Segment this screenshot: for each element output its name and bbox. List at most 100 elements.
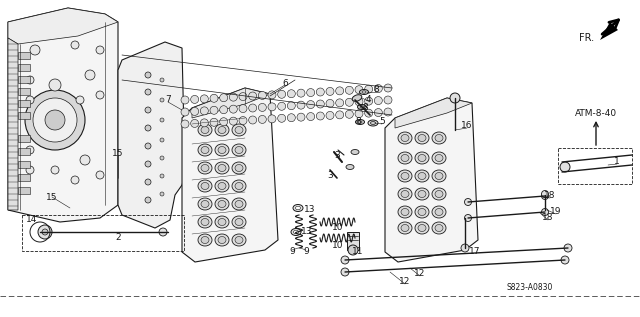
Circle shape	[200, 107, 209, 115]
Ellipse shape	[401, 209, 409, 216]
Polygon shape	[8, 8, 118, 222]
Text: 15: 15	[112, 148, 124, 158]
Ellipse shape	[401, 154, 409, 161]
Text: 7: 7	[165, 95, 171, 105]
Circle shape	[181, 108, 189, 116]
Ellipse shape	[418, 224, 426, 231]
Ellipse shape	[235, 218, 243, 225]
Text: 4: 4	[365, 95, 371, 105]
Circle shape	[384, 84, 392, 92]
Circle shape	[268, 91, 276, 99]
Circle shape	[239, 117, 247, 125]
Bar	[18, 88, 30, 95]
Ellipse shape	[418, 209, 426, 216]
Circle shape	[30, 45, 40, 55]
Circle shape	[159, 228, 167, 236]
Text: 9: 9	[289, 248, 295, 256]
Ellipse shape	[201, 200, 209, 208]
Ellipse shape	[218, 218, 226, 225]
Circle shape	[561, 256, 569, 264]
Ellipse shape	[198, 162, 212, 174]
Circle shape	[384, 96, 392, 104]
Ellipse shape	[435, 209, 443, 216]
Ellipse shape	[215, 162, 229, 174]
Circle shape	[355, 86, 363, 94]
Text: 13: 13	[301, 228, 313, 236]
Circle shape	[348, 245, 358, 255]
Bar	[18, 76, 30, 83]
Ellipse shape	[198, 144, 212, 156]
Circle shape	[355, 98, 363, 106]
Circle shape	[51, 166, 59, 174]
Bar	[18, 161, 30, 168]
Circle shape	[96, 171, 104, 179]
Circle shape	[26, 166, 34, 174]
Circle shape	[160, 156, 164, 160]
Circle shape	[461, 244, 469, 252]
Ellipse shape	[418, 191, 426, 197]
Circle shape	[341, 268, 349, 276]
Ellipse shape	[358, 105, 367, 109]
Ellipse shape	[215, 180, 229, 192]
Ellipse shape	[351, 150, 359, 154]
Ellipse shape	[215, 198, 229, 210]
Circle shape	[45, 110, 65, 130]
Circle shape	[335, 87, 344, 95]
Ellipse shape	[358, 121, 362, 123]
Circle shape	[249, 92, 257, 100]
Circle shape	[287, 90, 295, 98]
Circle shape	[541, 191, 548, 197]
Circle shape	[25, 90, 85, 150]
Circle shape	[365, 109, 372, 117]
Ellipse shape	[368, 120, 378, 126]
Circle shape	[181, 120, 189, 128]
Circle shape	[249, 104, 257, 112]
Circle shape	[160, 118, 164, 122]
Ellipse shape	[232, 216, 246, 228]
Bar	[22, 215, 184, 251]
Ellipse shape	[215, 144, 229, 156]
Ellipse shape	[355, 120, 365, 125]
Circle shape	[541, 192, 548, 199]
Text: 3: 3	[334, 151, 340, 159]
Ellipse shape	[235, 183, 243, 190]
Ellipse shape	[435, 134, 443, 141]
Ellipse shape	[296, 206, 301, 210]
Ellipse shape	[415, 132, 429, 144]
Circle shape	[145, 107, 151, 113]
Text: 17: 17	[469, 248, 481, 256]
Ellipse shape	[418, 154, 426, 161]
Polygon shape	[118, 42, 185, 228]
Circle shape	[278, 90, 285, 98]
Ellipse shape	[435, 224, 443, 231]
Circle shape	[229, 117, 237, 125]
Circle shape	[249, 116, 257, 124]
Ellipse shape	[218, 183, 226, 190]
Ellipse shape	[201, 183, 209, 190]
Ellipse shape	[215, 216, 229, 228]
Ellipse shape	[201, 165, 209, 171]
Circle shape	[145, 89, 151, 95]
Circle shape	[210, 106, 218, 114]
Ellipse shape	[201, 218, 209, 225]
Ellipse shape	[401, 134, 409, 141]
Text: 11: 11	[352, 248, 364, 256]
Ellipse shape	[398, 170, 412, 182]
Ellipse shape	[218, 146, 226, 153]
Ellipse shape	[293, 204, 303, 211]
Text: 18: 18	[544, 191, 556, 200]
Circle shape	[210, 118, 218, 126]
Text: 19: 19	[550, 208, 562, 217]
Circle shape	[287, 114, 295, 122]
Circle shape	[541, 209, 548, 216]
Circle shape	[326, 100, 334, 107]
Text: 15: 15	[46, 193, 58, 203]
Ellipse shape	[352, 95, 362, 101]
Circle shape	[85, 70, 95, 80]
Circle shape	[239, 93, 247, 100]
Circle shape	[564, 244, 572, 252]
Circle shape	[160, 98, 164, 102]
Circle shape	[191, 107, 198, 115]
Ellipse shape	[198, 216, 212, 228]
Circle shape	[297, 89, 305, 97]
